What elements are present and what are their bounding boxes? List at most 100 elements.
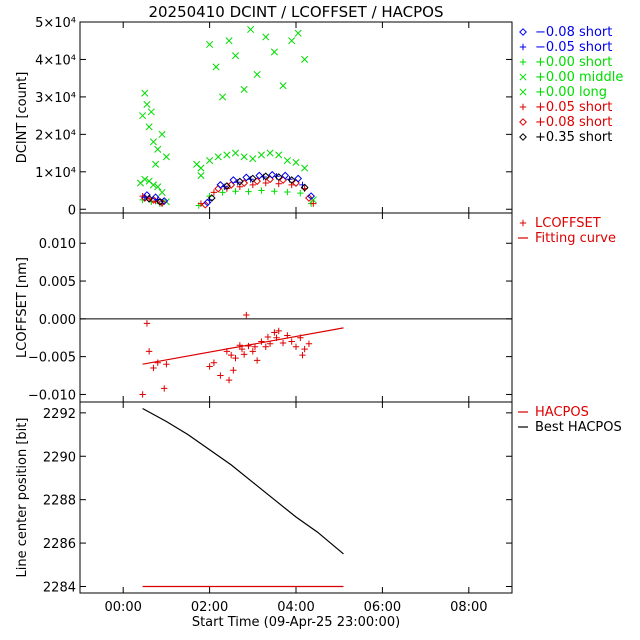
data-point	[228, 351, 235, 359]
series--0-00-long	[139, 25, 309, 180]
data-point	[271, 329, 278, 336]
legend-marker	[519, 28, 527, 36]
data-point	[266, 149, 274, 157]
x-tick-label: 00:00	[104, 600, 141, 615]
data-point	[225, 376, 233, 384]
x-tick-label: 08:00	[450, 600, 487, 615]
data-point	[279, 82, 287, 90]
series-best-hacpos	[142, 407, 344, 555]
data-point	[248, 174, 257, 183]
legend-marker	[519, 103, 527, 111]
data-point	[262, 179, 269, 187]
y-tick-label: 2290	[43, 450, 76, 465]
data-point	[292, 343, 300, 351]
data-point	[212, 63, 220, 71]
data-point	[262, 33, 270, 41]
x-tick-label: 06:00	[364, 600, 401, 615]
data-point	[219, 189, 226, 196]
data-point	[143, 100, 151, 108]
y-tick-label: 0.010	[39, 237, 76, 252]
data-point	[301, 55, 309, 64]
data-point	[222, 182, 231, 190]
data-point	[232, 354, 239, 362]
panel-lcoffset: −0.010 −0.005 0.000 0.005 0.010 LCOFFSET [nm]…	[15, 212, 616, 403]
y-tick-label: 3×10⁴	[35, 91, 76, 106]
legend-marker	[519, 43, 527, 51]
data-point	[207, 194, 216, 202]
legend-marker	[519, 88, 527, 96]
data-point	[225, 37, 233, 45]
data-point	[162, 153, 170, 161]
series-lcoffset	[139, 311, 313, 398]
data-point	[197, 171, 205, 180]
data-point	[206, 196, 213, 204]
data-point	[231, 52, 240, 60]
data-point	[139, 391, 146, 398]
data-point	[310, 200, 317, 207]
data-point	[154, 359, 161, 366]
x-tick-label: 02:00	[191, 600, 228, 615]
data-point	[307, 192, 316, 201]
data-point	[141, 175, 149, 183]
legend-label: +0.00 long	[535, 85, 607, 100]
legend-label: HACPOS	[535, 405, 589, 420]
data-point	[305, 340, 313, 347]
data-point	[154, 196, 161, 203]
data-point	[160, 197, 169, 205]
data-point	[158, 130, 166, 138]
y-tick-label: 4×10⁴	[35, 53, 76, 68]
data-point	[232, 188, 239, 195]
data-point	[275, 151, 283, 159]
data-point	[163, 361, 170, 368]
y-tick-label: 0	[68, 203, 76, 218]
y-tick-label: 2284	[43, 580, 76, 595]
data-point	[219, 93, 227, 101]
y-axis-label: Line center position [bit]	[15, 418, 30, 578]
series--0-35-short	[145, 172, 309, 206]
legend: −0.08 short−0.05 short+0.00 short+0.00 m…	[519, 25, 623, 145]
data-point	[247, 25, 255, 34]
y-tick-label: 0.005	[39, 275, 76, 290]
panel-dcint: 0 1×10⁴ 2×10⁴ 3×10⁴ 4×10⁴ 5×10⁴ DCINT [count] −…	[15, 16, 623, 218]
legend-label: Best HACPOS	[535, 420, 622, 435]
data-point	[288, 338, 295, 345]
series-line	[142, 327, 344, 365]
data-point	[145, 123, 153, 131]
data-point	[257, 151, 265, 159]
data-point	[243, 311, 250, 319]
y-tick-label: 0.000	[39, 313, 76, 328]
data-point	[274, 173, 283, 181]
series-fitting-curve	[142, 327, 344, 365]
data-point	[238, 345, 246, 353]
data-point	[235, 177, 244, 186]
legend-label: +0.35 short	[535, 130, 612, 145]
legend-label: −0.05 short	[535, 40, 612, 55]
data-point	[249, 155, 257, 163]
legend-marker	[519, 73, 527, 81]
data-point	[149, 181, 157, 189]
data-point	[240, 153, 248, 161]
data-point	[139, 112, 147, 120]
data-point	[206, 40, 214, 49]
data-point	[150, 364, 157, 372]
data-point	[229, 176, 238, 184]
data-point	[147, 108, 155, 116]
data-point	[249, 348, 256, 355]
data-point	[249, 181, 256, 189]
data-point	[206, 157, 214, 165]
legend-label: +0.05 short	[535, 100, 612, 115]
data-point	[258, 187, 265, 194]
data-point	[154, 183, 162, 191]
data-point	[240, 85, 248, 93]
data-point	[154, 145, 162, 153]
data-point	[294, 29, 302, 37]
data-point	[216, 181, 225, 189]
data-point	[284, 188, 291, 196]
data-point	[149, 138, 157, 146]
y-axis-label: DCINT [count]	[15, 72, 30, 164]
data-point	[275, 180, 282, 187]
data-point	[240, 351, 248, 358]
